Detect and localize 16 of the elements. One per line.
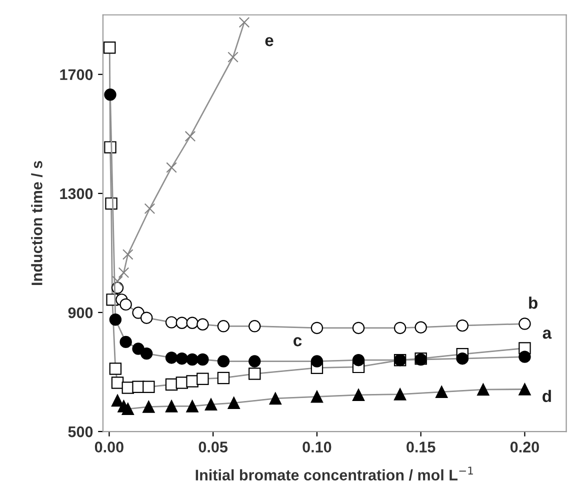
annotation: a — [542, 330, 552, 339]
y-tick-label: 1300 — [60, 188, 93, 200]
x-tick-label: 0.05 — [198, 442, 228, 452]
annotation: e — [265, 37, 274, 46]
y-tick-label: 900 — [68, 307, 93, 318]
annotation: c — [294, 337, 302, 346]
y-tick-label: 1700 — [60, 69, 93, 80]
x-axis-title: Initial bromate concentration / mol L$^{−1}$ — [196, 466, 473, 481]
y-tick-label: 500 — [68, 426, 93, 438]
annotation: b — [529, 296, 538, 309]
x-tick-label: 0.15 — [406, 442, 436, 452]
x-tick-label: 0.00 — [94, 442, 124, 452]
y-axis-title: Induction time / s — [31, 161, 42, 285]
x-tick-label: 0.10 — [302, 442, 332, 452]
annotation: d — [542, 390, 551, 402]
x-tick-label: 0.20 — [510, 442, 539, 452]
